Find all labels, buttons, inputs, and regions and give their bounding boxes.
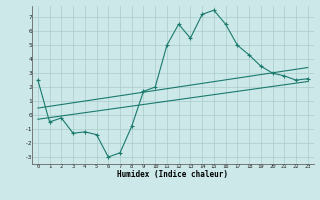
X-axis label: Humidex (Indice chaleur): Humidex (Indice chaleur) — [117, 170, 228, 179]
